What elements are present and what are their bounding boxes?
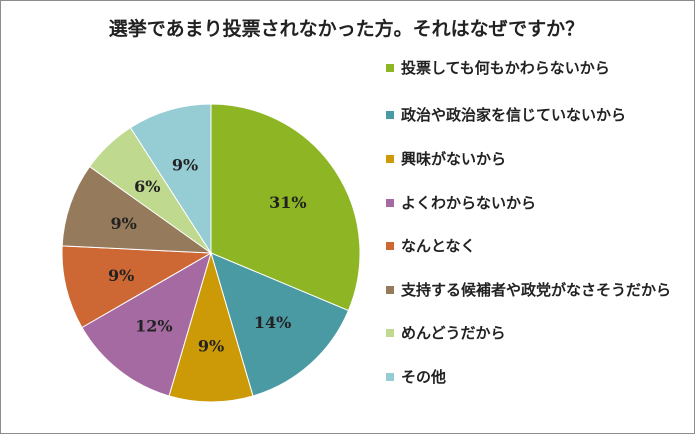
pie-slice-6	[61, 165, 213, 254]
legend-swatch	[386, 64, 394, 72]
legend-swatch	[386, 155, 394, 163]
pie-slice-2	[210, 252, 350, 397]
legend-label: 興味がないから	[401, 150, 507, 168]
slice-value-label-4: 12%	[135, 317, 172, 336]
pie-slice-3	[168, 251, 254, 403]
slice-value-label-7: 6%	[134, 177, 160, 196]
legend-swatch	[386, 199, 394, 207]
slice-value-label-3: 9%	[198, 336, 224, 355]
legend-label: その他	[401, 368, 447, 386]
legend-swatch	[386, 242, 394, 250]
legend-label: よくわからないから	[401, 194, 537, 212]
pie-slice-1	[210, 103, 361, 312]
slice-value-label-2: 14%	[254, 313, 291, 332]
legend-swatch	[386, 329, 394, 337]
legend-label: めんどうだから	[401, 324, 506, 342]
legend-swatch	[386, 111, 394, 119]
legend-swatch	[386, 286, 394, 294]
pie-slice-8	[129, 103, 212, 255]
chart-title: 選挙であまり投票されなかった方。それはなぜですか？	[108, 18, 585, 40]
slice-value-label-5: 9%	[108, 266, 134, 285]
pie-slice-4	[81, 251, 212, 397]
legend-label: 政治や政治家を信じていないから	[401, 106, 627, 124]
pie-slice-5	[61, 245, 213, 329]
slice-value-label-8: 9%	[172, 155, 198, 174]
legend-swatch	[386, 373, 394, 381]
slice-value-label-1: 31%	[269, 193, 306, 212]
slice-value-label-6: 9%	[111, 214, 137, 233]
legend-label: 支持する候補者や政党がなさそうだから	[401, 281, 672, 299]
legend-label: なんとなく	[401, 237, 476, 255]
legend-label: 投票しても何もかわらないから	[401, 59, 610, 77]
